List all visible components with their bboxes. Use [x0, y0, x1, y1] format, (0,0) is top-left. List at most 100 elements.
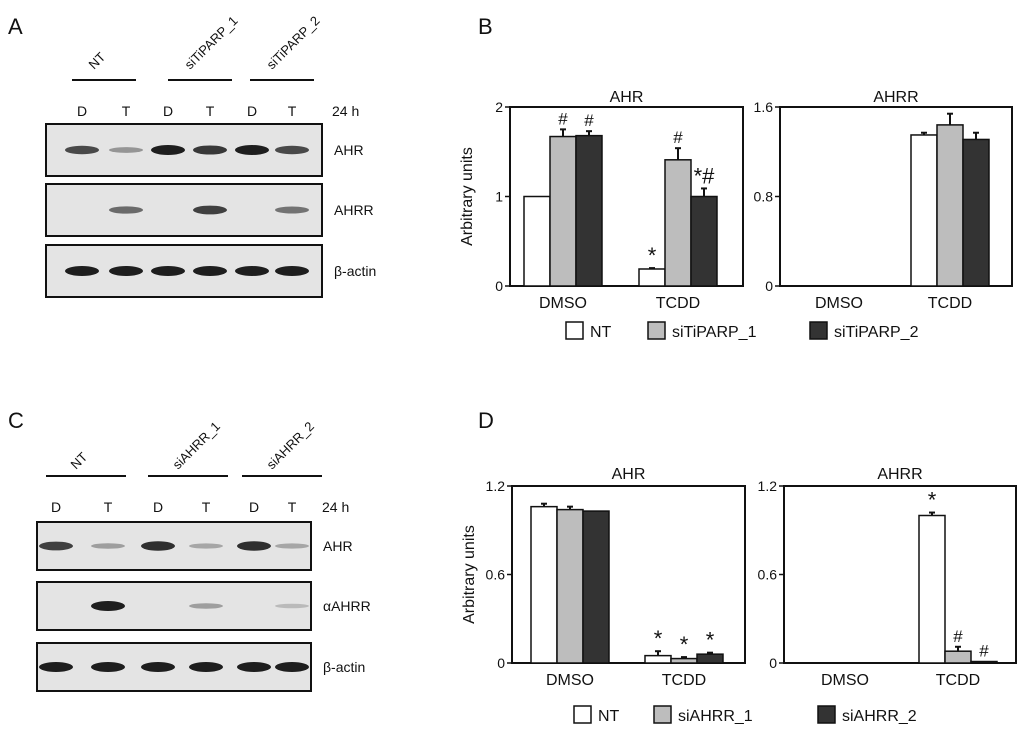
blot-band [193, 205, 227, 215]
significance-marker: * [680, 632, 689, 657]
lane-label: D [163, 103, 173, 119]
bar-siTiPARP_2 [690, 195, 718, 287]
blot-band [275, 662, 309, 672]
y-tick-label: 0 [765, 278, 773, 294]
blot-band [193, 266, 227, 276]
significance-marker: * [706, 628, 715, 653]
y-axis-label: Arbitrary units [461, 525, 478, 624]
chart-title: AHR [610, 89, 644, 106]
bar-NT [644, 654, 672, 664]
group-label: siAHRR_1 [170, 419, 224, 473]
lane-label: D [153, 499, 163, 515]
group-label: NT [68, 449, 91, 472]
y-tick-label: 1 [495, 189, 503, 205]
significance-marker: # [953, 627, 963, 646]
blot-band [65, 266, 99, 276]
x-category-label: TCDD [936, 672, 980, 689]
legend-swatch [653, 705, 672, 724]
blot-band [275, 145, 309, 155]
blot-band [39, 541, 73, 551]
significance-marker: # [673, 128, 683, 147]
blot-band [109, 266, 143, 276]
significance-marker: # [558, 109, 568, 128]
bar-siTiPARP_1 [936, 124, 964, 287]
legend-swatch [809, 321, 828, 340]
panel-letter-b: B [478, 14, 493, 39]
blot-band [275, 603, 309, 609]
chart-d-2: AHR 0 0.6 1.2 Arbitrary units DMSO TCDD * * * [461, 466, 746, 689]
legend-panel-d: NT siAHRR_1 siAHRR_2 [573, 705, 917, 725]
blot-band [39, 662, 73, 672]
x-category-label: DMSO [815, 295, 863, 312]
y-axis-label: Arbitrary units [459, 147, 476, 246]
group-label: NT [86, 49, 109, 72]
blot-band [65, 145, 99, 155]
x-category-label: TCDD [928, 295, 972, 312]
bar-siAHRR_1 [944, 650, 972, 664]
blot-label: AHR [334, 142, 364, 158]
blot-label: AHR [323, 538, 353, 554]
group-label: siTiPARP_2 [264, 13, 323, 72]
blot-band [91, 601, 125, 611]
blot-band [275, 266, 309, 276]
bar-siAHRR_2 [970, 660, 998, 664]
bar-siAHRR_1 [556, 508, 584, 664]
chart-title: AHRR [873, 89, 918, 106]
chart-d-3: AHRR 0 0.6 1.2 DMSO TCDD * # # [758, 466, 1017, 689]
time-label: 24 h [332, 103, 359, 119]
lane-label: D [51, 499, 61, 515]
chart-b-1: AHRR 0 0.8 1.6 DMSO TCDD [754, 89, 1013, 312]
blot-band [235, 266, 269, 276]
x-category-label: DMSO [546, 672, 594, 689]
y-tick-label: 1.2 [758, 478, 778, 494]
significance-marker: # [584, 111, 594, 130]
y-tick-label: 0 [497, 655, 505, 671]
blot-band [91, 543, 125, 549]
chart-title: AHR [612, 466, 646, 483]
significance-marker: * [928, 488, 937, 513]
blot-band [151, 145, 185, 155]
x-category-label: TCDD [662, 672, 706, 689]
bar-NT [910, 134, 938, 287]
lane-label: D [249, 499, 259, 515]
bar-NT [918, 514, 946, 664]
bar-siTiPARP_2 [575, 134, 603, 287]
y-tick-label: 0.6 [758, 567, 778, 583]
group-label: siTiPARP_1 [182, 13, 241, 72]
blot-band [151, 266, 185, 276]
chart-frame [783, 485, 1017, 664]
blot-band [141, 662, 175, 672]
legend-label: NT [590, 324, 612, 341]
y-tick-label: 0 [769, 655, 777, 671]
blot-band [189, 603, 223, 609]
panel-letter-d: D [478, 408, 494, 433]
bar-siTiPARP_2 [962, 138, 990, 287]
panel-letter-a: A [8, 14, 23, 39]
blot-label: β-actin [323, 659, 365, 675]
time-label: 24 h [322, 499, 349, 515]
y-tick-label: 0 [495, 278, 503, 294]
lane-label: T [202, 499, 211, 515]
legend-label: NT [598, 708, 620, 725]
x-category-label: DMSO [539, 295, 587, 312]
y-tick-label: 1.2 [486, 478, 506, 494]
lane-label: T [288, 499, 297, 515]
bar-NT [638, 268, 666, 287]
blot-strip [36, 581, 312, 631]
legend-swatch [647, 321, 666, 340]
legend-swatch [817, 705, 836, 724]
blot-band [193, 145, 227, 155]
y-tick-label: 0.6 [486, 567, 506, 583]
legend-label: siAHRR_2 [842, 708, 917, 725]
blot-band [109, 206, 143, 214]
bar-siAHRR_2 [582, 510, 610, 664]
blot-band [109, 147, 143, 153]
blot-band [189, 543, 223, 549]
blot-label: AHRR [334, 202, 374, 218]
blot-band [275, 206, 309, 214]
bar-NT [530, 505, 558, 664]
legend-label: siTiPARP_2 [834, 324, 919, 341]
